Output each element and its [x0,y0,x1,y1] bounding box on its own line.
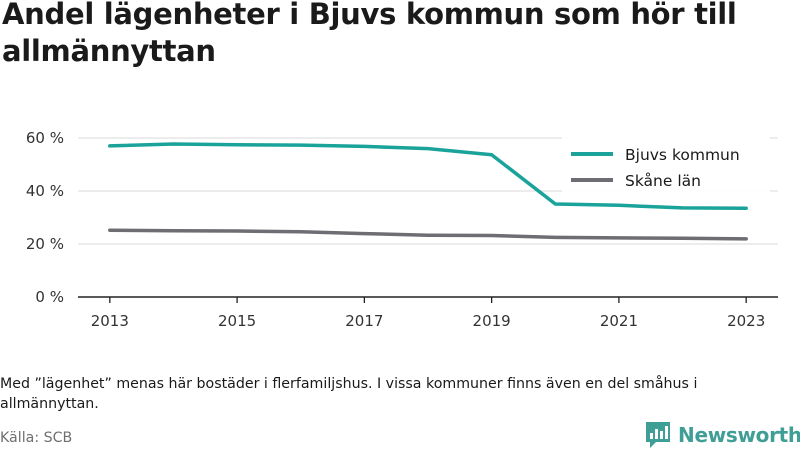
x-tick-label: 2015 [218,312,256,330]
brand-name: Newsworthy [678,423,800,447]
y-tick-label: 0 % [35,288,64,306]
line-chart: 0 % 20 % 40 % 60 % 2013 2015 2017 2019 2021 2023 B… [26,129,778,330]
x-tick-label: 2021 [600,312,638,330]
y-tick-label: 40 % [26,182,64,200]
x-tick-label: 2017 [345,312,383,330]
chart-title: Andel lägenheter i Bjuvs kommun som hör … [2,0,737,68]
legend-background [562,130,770,200]
x-tick-label: 2023 [727,312,765,330]
source-label: Källa: SCB [0,430,73,446]
x-tick-label: 2013 [91,312,129,330]
newsworthy-logo-icon [646,422,670,448]
y-tick-label: 60 % [26,129,64,147]
legend-label: Bjuvs kommun [625,146,740,164]
legend-label: Skåne län [625,172,701,190]
newsworthy-brand: Newsworthy [644,418,800,452]
y-tick-label: 20 % [26,235,64,253]
series-line-skåne-län [108,228,748,241]
legend: Bjuvs kommun Skåne län [562,130,770,200]
x-tick-label: 2019 [473,312,511,330]
chart-note: Med ”lägenhet” menas här bostäder i fler… [0,376,698,412]
series-line-bjuvs-kommun [108,142,748,210]
